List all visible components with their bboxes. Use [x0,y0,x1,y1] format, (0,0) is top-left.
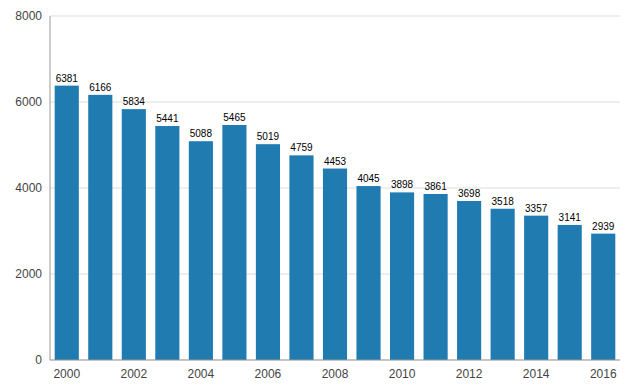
x-tick-label: 2014 [523,367,550,381]
x-tick-label: 2008 [322,367,349,381]
y-tick-label: 6000 [15,95,42,109]
data-label: 5019 [257,131,280,142]
x-axis-line [50,360,620,361]
bar [289,155,313,360]
x-tick-label: 2000 [53,367,80,381]
bar [491,209,515,360]
data-label: 3141 [559,212,582,223]
bar [122,109,146,360]
y-tick-label: 8000 [15,9,42,23]
bar [189,141,213,360]
data-label: 4453 [324,156,347,167]
data-label: 6166 [89,82,112,93]
bar [323,169,347,360]
data-label: 6381 [56,73,79,84]
y-tick-label: 4000 [15,181,42,195]
data-label: 5834 [123,96,146,107]
data-label: 3898 [391,179,414,190]
bar [457,201,481,360]
data-label: 4759 [290,142,313,153]
data-label: 3861 [424,181,447,192]
bar [222,125,246,360]
bar [55,86,79,360]
x-tick-label: 2016 [590,367,617,381]
x-tick-label: 2002 [120,367,147,381]
data-label: 4045 [357,173,380,184]
y-tick-label: 0 [35,353,42,367]
data-label: 3357 [525,203,548,214]
data-label: 3518 [492,196,515,207]
data-label: 5088 [190,128,213,139]
data-label: 5465 [223,112,246,123]
y-tick-label: 2000 [15,267,42,281]
chart-svg: 0 2000 4000 6000 8000 6381 6166 5834 5441 5088 546… [0,0,632,390]
data-label: 2939 [592,221,615,232]
bar [558,225,582,360]
x-tick-label: 2006 [255,367,282,381]
bar [591,234,615,360]
data-label: 3698 [458,188,481,199]
bar [524,216,548,360]
bar [390,192,414,360]
bar [424,194,448,360]
x-tick-label: 2010 [389,367,416,381]
grid-line [50,16,620,17]
bar [88,95,112,360]
bar [356,186,380,360]
y-axis-line [50,16,51,360]
bar [155,126,179,360]
grid [50,16,620,360]
x-tick-label: 2012 [456,367,483,381]
grid-line [50,360,620,361]
data-label: 5441 [156,113,179,124]
chart-container: 0 2000 4000 6000 8000 6381 6166 5834 5441 5088 546… [0,0,632,390]
x-tick-label: 2004 [188,367,215,381]
bar [256,144,280,360]
bars [55,86,616,360]
